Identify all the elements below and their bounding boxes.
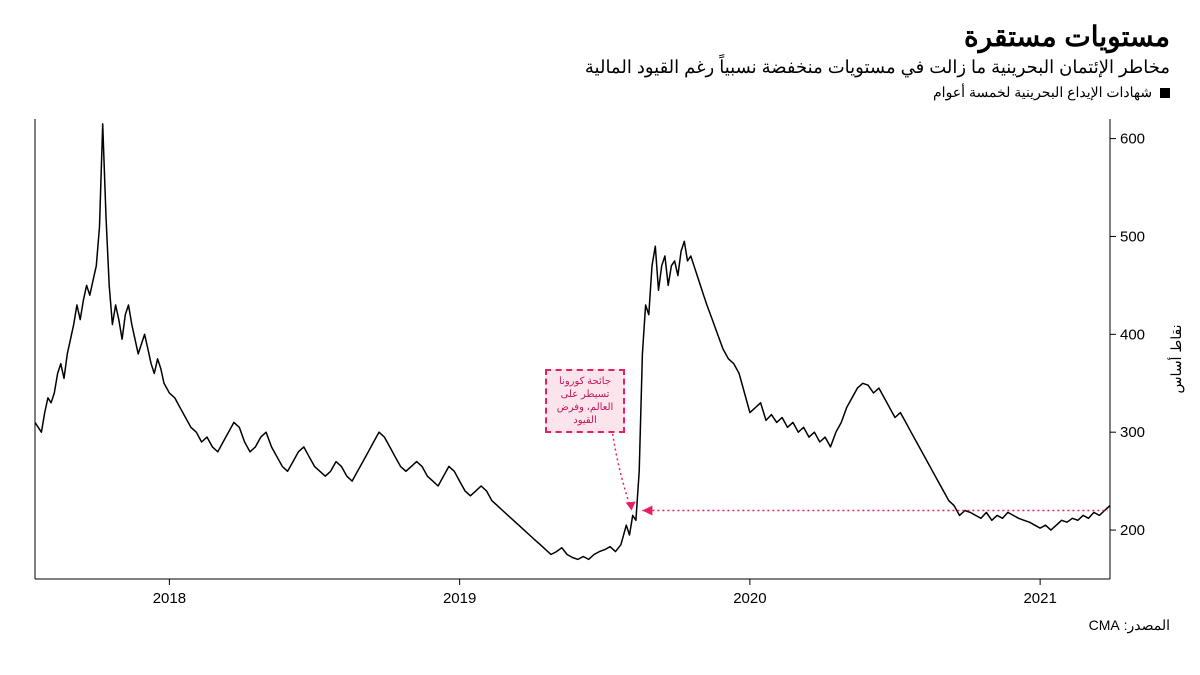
svg-text:2021: 2021 bbox=[1023, 590, 1056, 607]
svg-text:2020: 2020 bbox=[733, 590, 766, 607]
source-label: المصدر: CMA bbox=[20, 617, 1170, 634]
svg-text:200: 200 bbox=[1120, 522, 1145, 539]
legend: شهادات الإيداع البحرينية لخمسة أعوام bbox=[20, 84, 1170, 101]
svg-text:400: 400 bbox=[1120, 326, 1145, 343]
chart-area: 2003004005006002018201920202021 نقاط أسا… bbox=[20, 109, 1170, 609]
chart-subtitle: مخاطر الإئتمان البحرينية ما زالت في مستو… bbox=[20, 57, 1170, 78]
y-axis-label: نقاط أساس bbox=[1168, 324, 1184, 393]
legend-label: شهادات الإيداع البحرينية لخمسة أعوام bbox=[933, 84, 1152, 100]
svg-text:2018: 2018 bbox=[153, 590, 186, 607]
line-chart: 200 300 400 500 600 2018 2019 2020 2021 bbox=[20, 109, 1170, 609]
svg-text:600: 600 bbox=[1120, 131, 1145, 148]
covid-annotation: جائحة كورونا تسيطر على العالم، وفرض القي… bbox=[545, 369, 625, 433]
svg-text:300: 300 bbox=[1120, 424, 1145, 441]
legend-swatch bbox=[1160, 88, 1170, 98]
svg-text:2019: 2019 bbox=[443, 590, 476, 607]
svg-text:500: 500 bbox=[1120, 228, 1145, 245]
chart-title: مستويات مستقرة bbox=[20, 20, 1170, 53]
